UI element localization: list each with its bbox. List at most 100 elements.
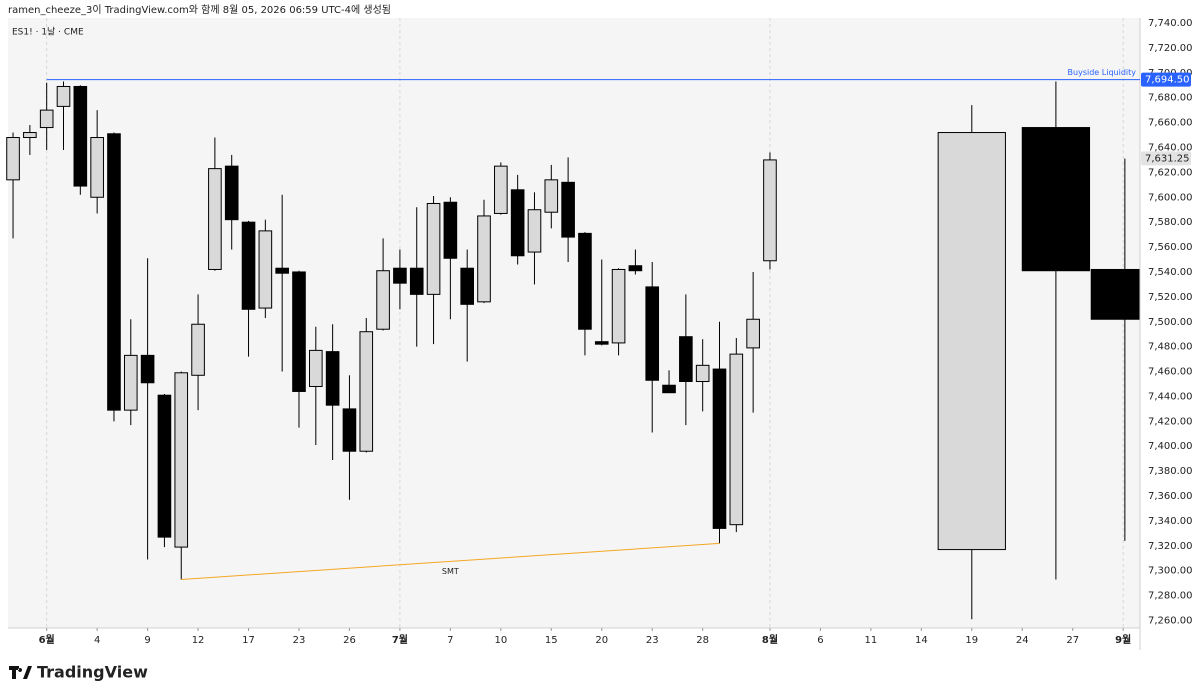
candle-body <box>242 222 255 309</box>
y-tick-label: 7,500.00 <box>1148 317 1193 328</box>
candle-body <box>478 216 491 302</box>
candle-body <box>276 268 289 273</box>
x-tick-label: 15 <box>545 635 558 646</box>
candle-body <box>360 332 373 452</box>
candle-body <box>310 350 323 386</box>
candle-body <box>696 365 709 381</box>
candle-body <box>343 409 356 451</box>
candle-body <box>259 231 272 308</box>
smt-text: SMT <box>442 567 459 576</box>
x-tick-label: 6 <box>817 635 823 646</box>
y-tick-label: 7,660.00 <box>1148 118 1193 129</box>
header: ramen_cheeze_3이 TradingView.com와 함께 8월 0… <box>8 4 391 16</box>
x-tick-label: 9 <box>144 635 150 646</box>
candle-body <box>663 385 676 392</box>
candle-body <box>495 166 508 213</box>
candle-body <box>141 355 154 382</box>
candle-body <box>764 160 777 261</box>
y-tick-label: 7,300.00 <box>1148 566 1193 577</box>
last-price-label: 7,631.25 <box>1145 153 1190 164</box>
candle <box>938 105 1005 619</box>
candle-body <box>74 86 87 186</box>
candle-body <box>293 272 306 392</box>
x-tick-label: 23 <box>293 635 306 646</box>
candle-body <box>461 268 474 304</box>
y-tick-label: 7,580.00 <box>1148 217 1193 228</box>
y-tick-label: 7,440.00 <box>1148 391 1193 402</box>
y-tick-label: 7,620.00 <box>1148 167 1193 178</box>
candle-body <box>192 324 205 375</box>
candle-body <box>225 166 238 220</box>
brand: TradingView <box>37 663 148 682</box>
candle-body <box>938 133 1005 550</box>
candle-body <box>57 86 70 106</box>
x-tick-label: 7월 <box>392 634 408 646</box>
candle-body <box>108 134 121 410</box>
candle-body <box>7 138 20 180</box>
candle-body <box>730 354 743 525</box>
y-tick-label: 7,460.00 <box>1148 367 1193 378</box>
candle-body <box>394 268 407 283</box>
x-tick-label: 4 <box>94 635 100 646</box>
x-tick-label: 14 <box>915 635 928 646</box>
candle-body <box>511 190 524 256</box>
candle <box>158 394 171 547</box>
candle-body <box>158 395 171 537</box>
candle-body <box>326 352 339 406</box>
candle-body <box>377 271 390 330</box>
x-tick-label: 7 <box>447 635 453 646</box>
candle <box>764 152 777 269</box>
y-tick-label: 7,260.00 <box>1148 616 1193 627</box>
x-tick-label: 6월 <box>39 634 55 646</box>
candle-body <box>91 138 104 198</box>
candle-body <box>40 110 53 127</box>
candle-body <box>427 203 440 294</box>
candle-body <box>579 233 592 329</box>
candle-body <box>444 202 457 258</box>
y-tick-label: 7,520.00 <box>1148 292 1193 303</box>
x-tick-label: 8월 <box>762 634 778 646</box>
x-tick-label: 12 <box>192 635 205 646</box>
candle-body <box>562 182 575 237</box>
candle-body <box>1022 128 1089 271</box>
y-tick-label: 7,360.00 <box>1148 491 1193 502</box>
y-tick-label: 7,280.00 <box>1148 591 1193 602</box>
candle <box>612 268 625 355</box>
y-tick-label: 7,380.00 <box>1148 466 1193 477</box>
candle <box>495 162 508 214</box>
candle-body <box>209 169 222 270</box>
y-tick-label: 7,480.00 <box>1148 342 1193 353</box>
y-tick-label: 7,600.00 <box>1148 192 1193 203</box>
candle <box>108 133 121 422</box>
level-text: Buyside Liquidity <box>1068 68 1137 77</box>
x-tick-label: 19 <box>965 635 978 646</box>
y-tick-label: 7,420.00 <box>1148 416 1193 427</box>
level-price-label: 7,694.50 <box>1145 75 1190 86</box>
candle-body <box>410 268 423 294</box>
candle <box>360 318 373 452</box>
candle-body <box>713 369 726 528</box>
x-tick-label: 9월 <box>1115 634 1131 646</box>
x-tick-label: 11 <box>865 635 878 646</box>
y-tick-label: 7,740.00 <box>1148 18 1193 29</box>
candle-body <box>528 210 541 252</box>
candle-body <box>629 266 642 271</box>
candle-body <box>612 269 625 342</box>
x-tick-label: 20 <box>595 635 608 646</box>
candle-body <box>24 133 37 138</box>
x-tick-label: 23 <box>646 635 659 646</box>
x-tick-label: 28 <box>696 635 709 646</box>
candle-body <box>747 319 760 348</box>
y-tick-label: 7,680.00 <box>1148 93 1193 104</box>
x-tick-label: 27 <box>1066 635 1079 646</box>
candle-body <box>545 180 558 212</box>
y-tick-label: 7,400.00 <box>1148 441 1193 452</box>
y-tick-label: 7,340.00 <box>1148 516 1193 527</box>
candle-body <box>175 373 188 547</box>
x-tick-label: 10 <box>494 635 507 646</box>
y-tick-label: 7,720.00 <box>1148 43 1193 54</box>
x-tick-label: 17 <box>242 635 255 646</box>
candle <box>730 338 743 532</box>
candle-body <box>680 337 693 382</box>
